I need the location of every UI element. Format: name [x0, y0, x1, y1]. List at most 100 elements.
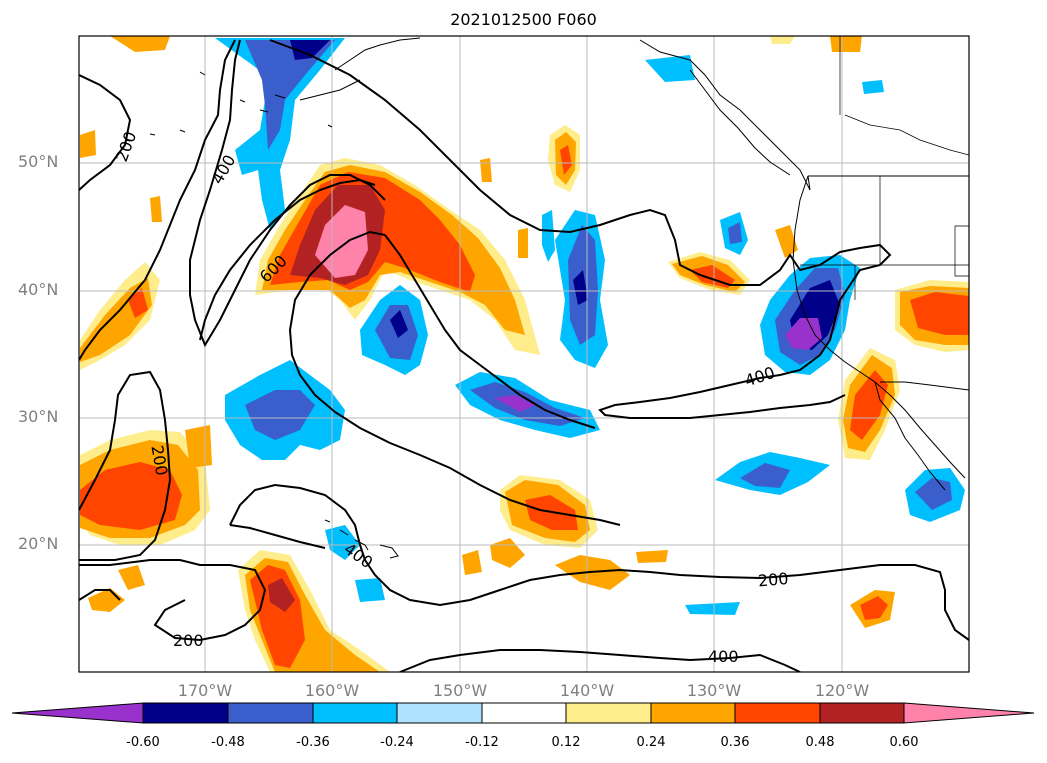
pos-blob-small-b	[480, 158, 492, 182]
lon-label-150w: 150°W	[432, 681, 488, 700]
pos-blob-far-sw2	[118, 565, 145, 590]
plot-frame	[78, 35, 970, 673]
contour-inner-top	[384, 234, 596, 429]
colorbar-tick-label: 0.36	[720, 735, 750, 750]
colorbar-cell-9	[819, 702, 905, 724]
neg-blob-thin	[542, 210, 555, 262]
pos-blob-top-right	[830, 36, 862, 52]
neg-blob-hawaii	[325, 525, 360, 560]
lat-label-50n: 50°N	[18, 152, 59, 171]
lat-label-30n: 30°N	[18, 407, 59, 426]
colorbar	[11, 702, 1035, 724]
colorbar-tick-label: -0.60	[126, 735, 160, 750]
colorbar-cell-6	[565, 702, 652, 724]
us-mexico-border	[880, 381, 969, 391]
us-west-coast	[792, 175, 966, 479]
colorbar-cell-4	[396, 702, 483, 724]
contour-400-south-hawaii	[79, 559, 267, 642]
colorbar-tick-label: 0.60	[889, 735, 919, 750]
pos-blob-north-mid-red	[560, 145, 572, 175]
neg-blob-coast-north-core	[728, 222, 742, 244]
colorbar-cell-10	[903, 702, 1035, 724]
lat-label-40n: 40°N	[18, 280, 59, 299]
colorbar-cell-0	[11, 702, 144, 724]
pos-blob-far-sw	[88, 588, 125, 612]
pos-blob-baja-red	[850, 370, 888, 440]
neg-blob-west-core	[245, 390, 315, 440]
lon-label-120w: 120°W	[814, 681, 870, 700]
lon-label-160w: 160°W	[304, 681, 360, 700]
pos-blob-mid3	[490, 538, 525, 568]
contour-label: 200	[173, 631, 204, 650]
lon-label-140w: 140°W	[559, 681, 615, 700]
colorbar-tick-label: -0.12	[465, 735, 499, 750]
baja-coast	[874, 381, 946, 491]
contour-inner-loop	[288, 230, 621, 526]
pos-blob-east-coast-red	[910, 292, 969, 335]
contour-big-loop	[269, 39, 892, 419]
pos-blob-top-right2	[770, 36, 795, 44]
lat-label-20n: 20°N	[18, 534, 59, 553]
contour-label: 200	[757, 569, 789, 591]
pos-blob-top-left	[110, 36, 170, 52]
state-borders	[800, 36, 969, 300]
colorbar-tick-label: -0.24	[380, 735, 414, 750]
aleutian-islands	[124, 71, 333, 142]
contour-label: 200	[112, 129, 140, 164]
colorbar-cell-2	[227, 702, 314, 724]
colorbar-cell-3	[312, 702, 398, 724]
lon-label-130w: 130°W	[686, 681, 742, 700]
neg-blob-small-4	[862, 80, 884, 94]
colorbar-tick-label: 0.24	[636, 735, 666, 750]
colorbar-cell-7	[650, 702, 736, 724]
contour-400-north	[79, 39, 236, 361]
hawaii-islands	[324, 519, 399, 559]
shading-layer	[80, 36, 969, 672]
contour-200-north	[79, 74, 132, 191]
neg-blob-band-deep	[495, 395, 535, 412]
pos-blob-small-a	[775, 225, 798, 258]
colorbar-tick-label: -0.36	[296, 735, 330, 750]
colorbar-tick-label: -0.48	[211, 735, 245, 750]
neg-blob-east-core	[740, 463, 790, 488]
pos-blob-mid4	[462, 550, 482, 575]
colorbar-tick-label: 0.48	[805, 735, 835, 750]
contour-label: 400	[742, 363, 777, 391]
bc-coast	[689, 69, 791, 176]
contour-label: 400	[708, 647, 739, 666]
colorbar-cell-5	[481, 702, 567, 724]
pos-blob-west-red	[80, 462, 182, 530]
contour-hawaii-small	[229, 524, 326, 549]
neg-blob-north-mid-deep	[573, 270, 588, 305]
contour-labels: 200 400 600 400 200 400 200 400 200	[112, 129, 789, 666]
contour-400-inner	[189, 39, 386, 348]
contour-400-south	[399, 649, 801, 672]
pos-blob-south-red	[250, 565, 305, 668]
neg-blob-southeast-core	[915, 478, 952, 510]
neg-blob-aleutian-core	[245, 40, 335, 150]
pos-blob-south-darkred	[268, 578, 295, 612]
map-title: 2021012500 F060	[450, 10, 597, 29]
contour-400-hawaii	[229, 483, 969, 641]
pos-blob-small-c	[150, 196, 162, 222]
pos-blob-small-f	[518, 228, 528, 258]
contour-200-west	[79, 370, 172, 561]
colorbar-tick-label: 0.12	[551, 735, 581, 750]
neg-blob-central-deep	[390, 310, 408, 338]
lon-label-170w: 170°W	[177, 681, 233, 700]
colorbar-cell-8	[734, 702, 821, 724]
contour-600	[199, 178, 376, 341]
contour-200-west-inner	[79, 589, 121, 601]
pos-blob-sw-small-red	[860, 596, 888, 620]
contours	[79, 39, 969, 672]
colorbar-cell-1	[142, 702, 229, 724]
neg-blob-small-2	[355, 578, 385, 602]
neg-blob-small-1	[685, 602, 740, 615]
pos-blob-main-pink	[315, 205, 368, 278]
coastlines	[124, 36, 969, 559]
pos-blob-mid5	[636, 550, 668, 563]
neg-blob-aleutian-deep	[290, 40, 330, 60]
neg-blob-small-3	[645, 55, 695, 82]
pos-blob-far-west-red	[128, 288, 148, 318]
